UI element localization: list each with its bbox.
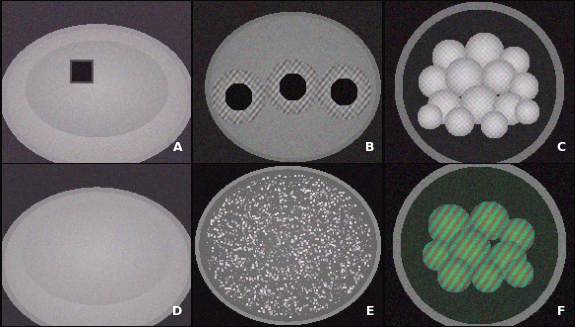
Text: F: F <box>557 305 566 318</box>
Text: E: E <box>366 305 374 318</box>
Text: C: C <box>557 142 566 154</box>
Text: A: A <box>173 142 182 154</box>
Text: D: D <box>172 305 182 318</box>
Text: B: B <box>365 142 374 154</box>
